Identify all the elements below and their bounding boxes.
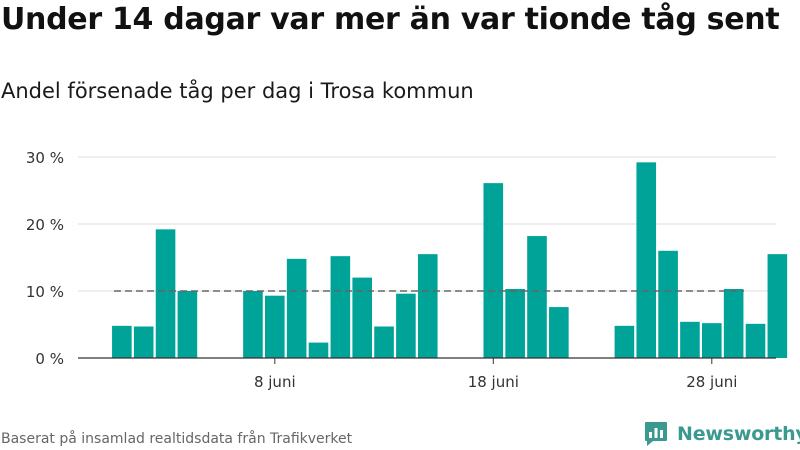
y-tick-label: 0 % xyxy=(35,350,64,368)
bars xyxy=(112,162,788,358)
chart-title: Under 14 dagar var mer än var tionde tåg… xyxy=(1,2,780,37)
bar xyxy=(636,162,657,358)
bar xyxy=(417,254,438,358)
bar xyxy=(680,321,700,358)
y-tick-label: 20 % xyxy=(26,216,64,234)
bar xyxy=(286,258,307,358)
newsworthy-logo-icon xyxy=(645,422,667,446)
bar xyxy=(658,250,678,358)
source-note: Baserat på insamlad realtidsdata från Tr… xyxy=(1,431,353,447)
bar xyxy=(614,325,635,358)
y-tick-label: 30 % xyxy=(26,149,64,167)
x-tick-label: 28 juni xyxy=(686,373,737,391)
bar xyxy=(723,288,744,358)
bar xyxy=(767,254,788,358)
x-tick-label: 18 juni xyxy=(468,373,519,391)
bar xyxy=(177,291,198,358)
bar xyxy=(243,291,263,358)
axes: 0 % 10 % 20 % 30 % 8 juni 18 juni 28 juni xyxy=(26,149,776,391)
bar xyxy=(527,236,547,358)
bar xyxy=(374,326,394,358)
bar xyxy=(549,307,569,358)
bar xyxy=(702,323,722,358)
bar xyxy=(133,326,154,358)
bar xyxy=(745,323,766,358)
brand-name: Newsworthy xyxy=(677,423,800,445)
bar xyxy=(352,277,372,358)
bar xyxy=(265,295,285,358)
chart-subtitle: Andel försenade tåg per dag i Trosa komm… xyxy=(1,79,474,103)
bar xyxy=(308,342,329,358)
bar xyxy=(155,229,176,358)
bar xyxy=(483,183,504,358)
bar-chart: 0 % 10 % 20 % 30 % 8 juni 18 juni 28 juni xyxy=(26,149,788,391)
y-tick-label: 10 % xyxy=(26,283,64,301)
x-tick-label: 8 juni xyxy=(254,373,296,391)
bar xyxy=(112,325,132,358)
brand-logo[interactable]: Newsworthy xyxy=(644,420,800,448)
bar xyxy=(330,256,351,358)
bar xyxy=(505,288,525,358)
bar xyxy=(396,293,416,358)
